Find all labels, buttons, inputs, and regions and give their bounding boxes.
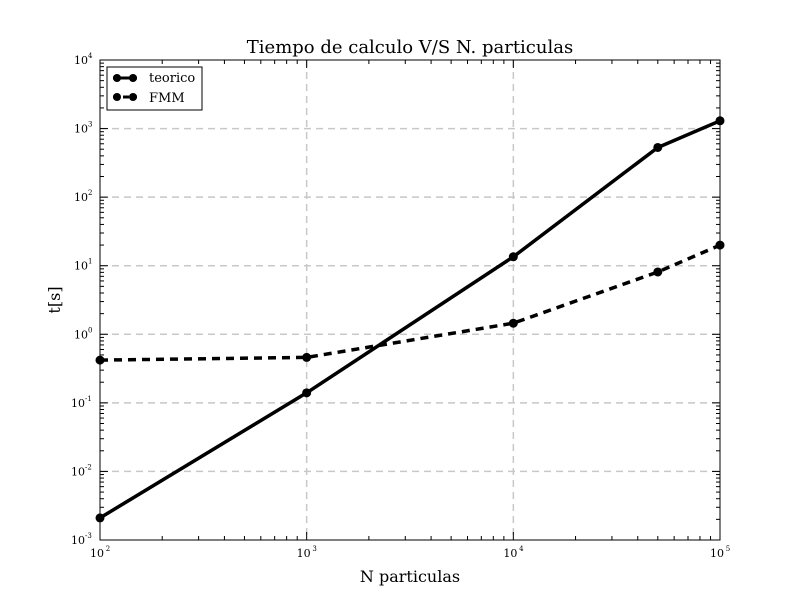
series-group (95, 116, 725, 523)
legend-label-teorico: teorico (149, 71, 195, 86)
legend-marker-fmm (129, 93, 137, 101)
x-axis-label: N particulas (360, 567, 460, 586)
data-point-teorico (302, 388, 312, 398)
x-tick-label: 10 (710, 547, 724, 560)
y-tick-exponent: 1 (88, 258, 92, 266)
legend-marker-fmm (113, 93, 121, 101)
y-tick-label: 10 (74, 328, 88, 341)
y-axis-label: t[s] (45, 286, 64, 313)
x-tick-label: 10 (297, 547, 311, 560)
legend-marker-teorico (113, 74, 121, 82)
data-point-fmm (653, 267, 663, 277)
grid-lines (100, 60, 720, 540)
data-point-fmm (302, 352, 312, 362)
y-tick-exponent: -1 (85, 395, 92, 403)
legend: teorico FMM (106, 66, 203, 111)
x-tick-exponent: 5 (726, 545, 730, 553)
y-tick-label: 10 (71, 534, 85, 547)
y-tick-label: 10 (74, 123, 88, 136)
legend-label-fmm: FMM (149, 91, 185, 106)
x-tick-exponent: 2 (106, 545, 110, 553)
data-point-fmm (508, 318, 518, 328)
series-line-teorico (99, 119, 721, 520)
series-line-fmm (99, 243, 721, 362)
legend-marker-teorico (129, 74, 137, 82)
y-tick-exponent: -2 (85, 463, 92, 471)
y-tick-exponent: 2 (88, 189, 92, 197)
y-tick-label: 10 (71, 397, 85, 410)
plot-frame (99, 59, 721, 541)
y-tick-exponent: -3 (85, 532, 92, 540)
y-tick-label: 10 (71, 465, 85, 478)
y-tick-exponent: 3 (88, 121, 92, 129)
axis-ticks: 10 2 10 3 10 4 10 510 -310 -210 -110 010 110 210 310 4 (71, 52, 730, 560)
y-tick-exponent: 4 (88, 52, 93, 60)
y-tick-label: 10 (74, 260, 88, 273)
x-tick-label: 10 (90, 547, 104, 560)
legend-box (106, 66, 203, 111)
x-tick-exponent: 4 (519, 545, 524, 553)
x-tick-label: 10 (503, 547, 517, 560)
y-tick-label: 10 (74, 54, 88, 67)
x-tick-exponent: 3 (312, 545, 316, 553)
y-tick-label: 10 (74, 191, 88, 204)
chart-title: Tiempo de calculo V/S N. particulas (247, 37, 573, 58)
data-point-teorico (508, 252, 518, 262)
data-point-teorico (653, 142, 663, 152)
y-tick-exponent: 0 (88, 326, 92, 334)
